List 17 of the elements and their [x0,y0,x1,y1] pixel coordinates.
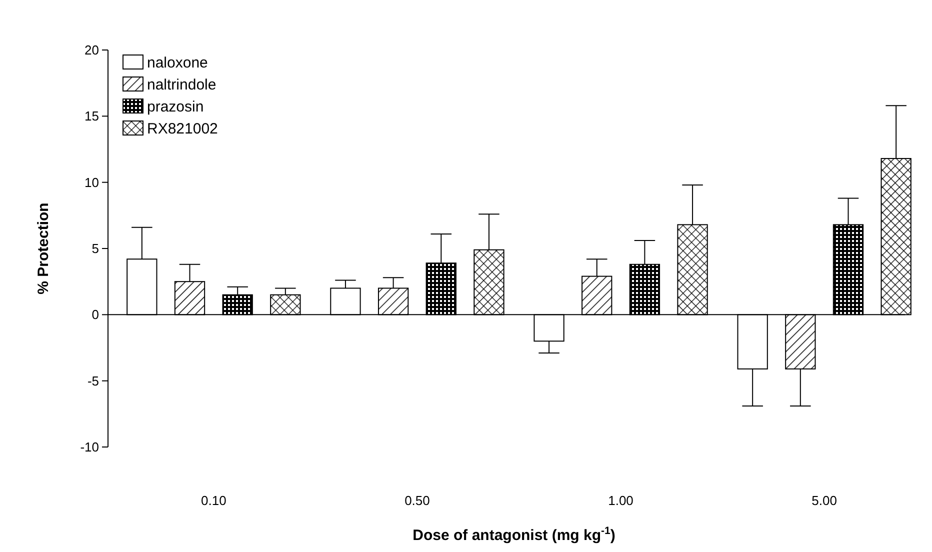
legend-label: RX821002 [147,120,218,138]
x-tick-label: 1.00 [608,493,634,508]
y-tick-label: -5 [87,373,99,388]
x-tick-label: 5.00 [812,493,837,508]
y-tick-label: 0 [92,307,99,322]
legend-label: naloxone [147,54,208,72]
y-tick-label: 20 [84,42,99,58]
x-tick-label: 0.10 [201,493,226,508]
y-tick-label: 5 [92,241,99,256]
y-tick-label: 15 [84,108,99,124]
y-axis-title: % Protection [35,202,52,294]
y-tick-label: -10 [80,440,99,455]
x-tick-label: 0.50 [404,493,430,508]
x-axis-title: Dose of antagonist (mg kg$^{-1}$) [412,525,616,544]
legend-label: prazosin [147,98,204,116]
y-tick-label: 10 [84,174,99,190]
legend-label: naltrindole [147,76,216,94]
